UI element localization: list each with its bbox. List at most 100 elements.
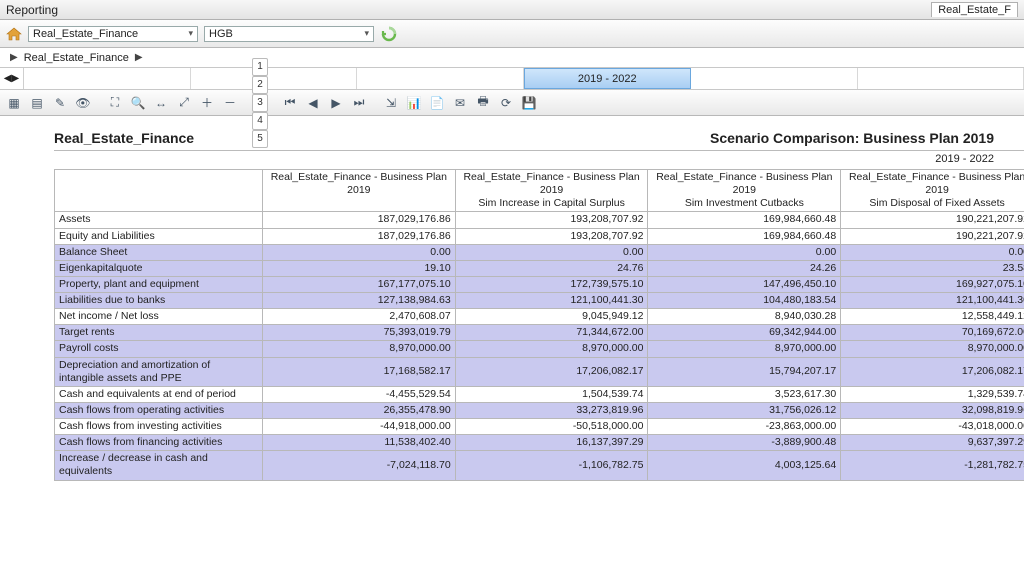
context-dropdown[interactable]: Real_Estate_Finance ▾ — [28, 26, 198, 42]
cell-value: 11,538,402.40 — [262, 435, 455, 451]
right-tab[interactable]: Real_Estate_F — [931, 2, 1018, 17]
cell-value: 169,984,660.48 — [648, 228, 841, 244]
table-row: Cash flows from investing activities-44,… — [55, 419, 1024, 435]
chevron-down-icon: ▾ — [364, 28, 369, 39]
reload-icon[interactable]: ⟳ — [496, 93, 516, 113]
grid-icon[interactable]: ▦ — [4, 93, 24, 113]
page-number-button[interactable]: 5 — [252, 130, 268, 148]
cell-value: 0.00 — [262, 244, 455, 260]
zoom-page-icon[interactable]: ⤢ — [174, 93, 194, 113]
cell-value: 26,355,478.90 — [262, 402, 455, 418]
pdf-icon[interactable]: 📄 — [427, 93, 447, 113]
table-row: Depreciation and amortization of intangi… — [55, 357, 1024, 386]
report-area: Real_Estate_Finance Scenario Comparison:… — [0, 116, 1024, 576]
report-title-right: Scenario Comparison: Business Plan 2019 — [710, 130, 994, 146]
table-row: Eigenkapitalquote19.1024.7624.2623.58 — [55, 260, 1024, 276]
page-number-button[interactable]: 4 — [252, 112, 268, 130]
row-label: Target rents — [55, 325, 263, 341]
save-icon[interactable]: 💾 — [519, 93, 539, 113]
export-icon[interactable]: ⇲ — [381, 93, 401, 113]
report-range: 2019 - 2022 — [935, 153, 994, 165]
title-bar: Reporting Real_Estate_F — [0, 0, 1024, 20]
cell-value: 187,029,176.86 — [262, 228, 455, 244]
excel-icon[interactable]: 📊 — [404, 93, 424, 113]
column-header: Real_Estate_Finance - Business Plan 2019… — [841, 170, 1024, 212]
cell-value: 9,045,949.12 — [455, 309, 648, 325]
zoom-in-icon[interactable]: ＋ — [197, 93, 217, 113]
cell-value: -1,106,782.75 — [455, 451, 648, 480]
breadcrumb-caret-icon[interactable]: ▶ — [10, 52, 18, 63]
cell-value: 8,970,000.00 — [648, 341, 841, 357]
table-icon[interactable]: ▤ — [27, 93, 47, 113]
cell-value: 169,927,075.10 — [841, 276, 1024, 292]
breadcrumb-item[interactable]: Real_Estate_Finance — [24, 52, 129, 64]
timeline-cell-selected[interactable]: 2019 - 2022 — [524, 68, 692, 89]
breadcrumb-caret-icon[interactable]: ▶ — [135, 52, 143, 63]
timeline-cell[interactable] — [191, 68, 358, 89]
row-label: Property, plant and equipment — [55, 276, 263, 292]
row-label: Depreciation and amortization of intangi… — [55, 357, 263, 386]
cell-value: 15,794,207.17 — [648, 357, 841, 386]
cell-value: 0.00 — [455, 244, 648, 260]
row-label: Increase / decrease in cash and equivale… — [55, 451, 263, 480]
page-number-button[interactable]: 1 — [252, 58, 268, 76]
column-header: Real_Estate_Finance - Business Plan 2019… — [648, 170, 841, 212]
cell-value: 172,739,575.10 — [455, 276, 648, 292]
table-row: Liabilities due to banks127,138,984.6312… — [55, 293, 1024, 309]
page-number-button[interactable]: 2 — [252, 76, 268, 94]
cell-value: 121,100,441.30 — [455, 293, 648, 309]
table-row: Payroll costs8,970,000.008,970,000.008,9… — [55, 341, 1024, 357]
cell-value: 1,504,539.74 — [455, 386, 648, 402]
table-row: Cash and equivalents at end of period-4,… — [55, 386, 1024, 402]
cell-value: -43,018,000.00 — [841, 419, 1024, 435]
cell-value: -50,518,000.00 — [455, 419, 648, 435]
cell-value: 8,970,000.00 — [262, 341, 455, 357]
cell-value: 0.00 — [841, 244, 1024, 260]
zoom-width-icon[interactable]: ↔ — [151, 93, 171, 113]
cell-value: 12,558,449.12 — [841, 309, 1024, 325]
cell-value: 167,177,075.10 — [262, 276, 455, 292]
timeline-nav-arrows[interactable]: ◀▶ — [0, 68, 24, 89]
cell-value: 33,273,819.96 — [455, 402, 648, 418]
table-row: Property, plant and equipment167,177,075… — [55, 276, 1024, 292]
cell-value: 2,470,608.07 — [262, 309, 455, 325]
home-icon[interactable] — [6, 27, 22, 41]
cell-value: 8,940,030.28 — [648, 309, 841, 325]
last-page-icon[interactable]: ⏭ — [349, 93, 369, 113]
cell-value: -1,281,782.75 — [841, 451, 1024, 480]
standard-dropdown[interactable]: HGB ▾ — [204, 26, 374, 42]
standard-dropdown-label: HGB — [209, 28, 233, 40]
print-icon[interactable]: 🖶 — [473, 93, 493, 113]
table-row: Net income / Net loss2,470,608.079,045,9… — [55, 309, 1024, 325]
eye-icon[interactable]: 👁 — [73, 93, 93, 113]
window-title: Reporting — [6, 3, 58, 17]
context-dropdown-label: Real_Estate_Finance — [33, 28, 138, 40]
timeline-cell[interactable] — [691, 68, 858, 89]
prev-page-icon[interactable]: ◀ — [303, 93, 323, 113]
mail-icon[interactable]: ✉ — [450, 93, 470, 113]
table-row: Increase / decrease in cash and equivale… — [55, 451, 1024, 480]
next-page-icon[interactable]: ▶ — [326, 93, 346, 113]
breadcrumb: ▶ Real_Estate_Finance ▶ — [0, 48, 1024, 68]
timeline-cell[interactable] — [24, 68, 191, 89]
row-label: Cash flows from investing activities — [55, 419, 263, 435]
cell-value: 4,003,125.64 — [648, 451, 841, 480]
cell-value: 9,637,397.29 — [841, 435, 1024, 451]
timeline-cell[interactable] — [357, 68, 524, 89]
table-row: Cash flows from financing activities11,5… — [55, 435, 1024, 451]
first-page-icon[interactable]: ⏮ — [280, 93, 300, 113]
cell-value: 0.00 — [648, 244, 841, 260]
table-row: Assets187,029,176.86193,208,707.92169,98… — [55, 212, 1024, 228]
zoom-out-icon[interactable]: － — [220, 93, 240, 113]
page-number-button[interactable]: 3 — [252, 94, 268, 112]
timeline-cell[interactable] — [858, 68, 1024, 89]
cell-value: 71,344,672.00 — [455, 325, 648, 341]
cell-value: -7,024,118.70 — [262, 451, 455, 480]
fit-icon[interactable]: ⛶ — [105, 93, 125, 113]
cell-value: 8,970,000.00 — [841, 341, 1024, 357]
edit-icon[interactable]: ✎ — [50, 93, 70, 113]
refresh-icon[interactable] — [380, 25, 398, 43]
cell-value: 190,221,207.92 — [841, 228, 1024, 244]
zoom-100-icon[interactable]: 🔍 — [128, 93, 148, 113]
cell-value: 1,329,539.74 — [841, 386, 1024, 402]
